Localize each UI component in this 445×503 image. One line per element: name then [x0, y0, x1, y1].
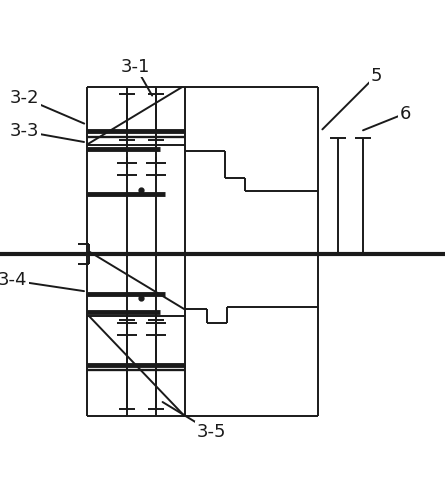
Text: 3-4: 3-4: [0, 272, 27, 289]
Text: 3-5: 3-5: [197, 423, 226, 441]
Text: 6: 6: [399, 105, 411, 123]
Text: 3-3: 3-3: [10, 122, 39, 140]
Text: 3-2: 3-2: [10, 89, 39, 107]
Text: 5: 5: [370, 67, 382, 85]
Text: 3-1: 3-1: [121, 58, 150, 76]
